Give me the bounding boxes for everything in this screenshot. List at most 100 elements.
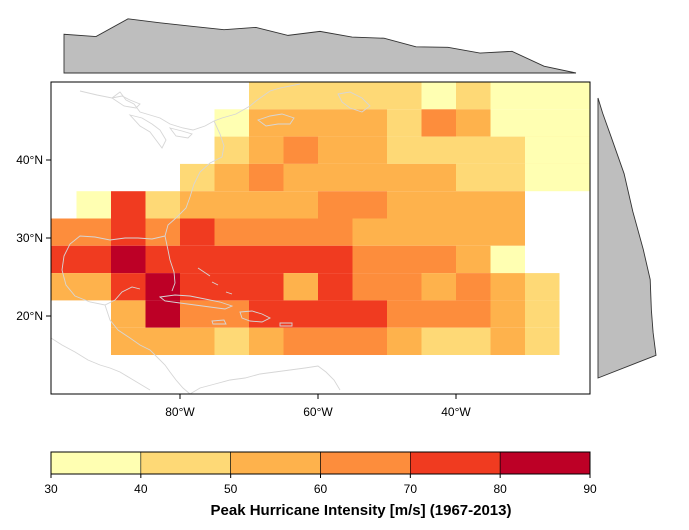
right-marginal-density — [597, 97, 657, 379]
heatmap-cell — [456, 245, 491, 274]
heatmap-cell — [525, 163, 590, 192]
heatmap-cell — [111, 218, 146, 246]
heatmap-cell — [387, 218, 422, 246]
heatmap-cells — [51, 82, 590, 355]
heatmap-cell — [490, 273, 525, 301]
colorbar-tick-label: 60 — [314, 482, 328, 496]
top-marginal-area — [63, 18, 577, 74]
colorbar-bin — [230, 451, 321, 475]
coastline-puerto-rico — [279, 322, 293, 327]
heatmap-cell — [421, 327, 456, 355]
heatmap-cell — [249, 327, 284, 355]
heatmap-cell — [180, 191, 215, 219]
colorbar-tick-label: 30 — [44, 482, 58, 496]
heatmap-cell — [456, 82, 491, 110]
heatmap-cell — [180, 327, 215, 355]
coastline-east-us — [164, 120, 225, 292]
heatmap-cell — [352, 109, 387, 137]
heatmap-cell — [421, 300, 456, 328]
heatmap-cell — [525, 273, 560, 301]
heatmap-cell — [214, 109, 249, 137]
heatmap-cell — [387, 82, 422, 110]
heatmap-cell — [387, 273, 422, 301]
colorbar-tick-label: 40 — [134, 482, 148, 496]
heatmap-cell — [456, 191, 525, 219]
heatmap-cell — [352, 218, 387, 246]
heatmap-cell — [318, 82, 353, 110]
heatmap-cell — [111, 191, 146, 219]
heatmap-cell — [180, 218, 215, 246]
heatmap-cell — [490, 82, 590, 110]
heatmap-cell — [352, 163, 387, 192]
colorbar-tick-label: 50 — [224, 482, 238, 496]
heatmap-cell — [283, 136, 318, 164]
coastline-north-america — [79, 83, 301, 131]
heatmap-cell — [145, 218, 180, 246]
colorbar-tick-label: 80 — [493, 482, 507, 496]
heatmap-cell — [421, 109, 456, 137]
heatmap-cell — [249, 82, 318, 110]
heatmap-cell — [490, 245, 525, 274]
heatmap-cell — [456, 163, 525, 192]
map-panel: 80°W 60°W 40°W 20°N 30°N 40°N — [16, 81, 591, 419]
y-axis: 20°N 30°N 40°N — [16, 153, 51, 323]
heatmap-cell — [490, 327, 525, 355]
heatmap-cell — [283, 300, 318, 328]
coastline-jamaica — [211, 319, 227, 325]
heatmap-cell — [490, 109, 590, 137]
heatmap-cell — [111, 245, 146, 274]
heatmap-cell — [283, 273, 318, 301]
heatmap-cell — [387, 109, 422, 137]
x-tick-label: 40°W — [441, 405, 471, 419]
x-axis: 80°W 60°W 40°W — [165, 394, 471, 419]
coastline-newfoundland — [337, 91, 371, 113]
heatmap-cell — [318, 300, 353, 328]
heatmap-cell — [352, 300, 387, 328]
colorbar-bin — [410, 451, 501, 475]
right-marginal-area — [597, 97, 657, 379]
coastline-cuba — [158, 294, 234, 310]
heatmap-cell — [387, 327, 422, 355]
coastline-central-america — [50, 337, 151, 391]
heatmap-cell — [76, 191, 111, 219]
colorbar-bin — [140, 451, 231, 475]
x-tick-label: 80°W — [165, 405, 195, 419]
heatmap-cell — [318, 273, 353, 301]
heatmap-cell — [283, 163, 353, 192]
heatmap-cell — [318, 136, 387, 164]
heatmap-cell — [249, 163, 284, 192]
heatmap-cell — [145, 245, 180, 274]
heatmap-cell — [111, 327, 146, 355]
heatmap-cell — [214, 327, 249, 355]
heatmap-cell — [318, 218, 353, 246]
coastline-bahamas — [197, 267, 233, 295]
heatmap-cell — [387, 300, 422, 328]
heatmap-cell — [145, 327, 180, 355]
heatmap-cell — [249, 300, 284, 328]
colorbar-tick-label: 70 — [404, 482, 418, 496]
heatmap-cell — [249, 109, 353, 137]
heatmap-cell — [214, 136, 249, 164]
heatmap-cell — [51, 245, 111, 274]
heatmap-cell — [145, 300, 180, 328]
heatmap-cell — [76, 273, 111, 301]
y-tick-label: 40°N — [16, 153, 43, 167]
heatmap-cell — [249, 136, 284, 164]
heatmap-cell — [111, 273, 146, 301]
heatmap-cell — [525, 327, 560, 355]
x-tick-label: 60°W — [303, 405, 333, 419]
heatmap-cell — [456, 300, 491, 328]
y-tick-label: 30°N — [16, 231, 43, 245]
heatmap-cell — [387, 136, 422, 164]
heatmap-cell — [387, 163, 456, 192]
heatmap-cell — [387, 191, 456, 219]
heatmap-cell — [214, 273, 249, 301]
heatmap-cell — [180, 273, 215, 301]
heatmap-cell — [214, 191, 318, 219]
colorbar-bin — [50, 451, 142, 475]
heatmap-cell — [352, 245, 387, 274]
heatmap-cell — [318, 191, 353, 219]
heatmap-cell — [352, 191, 387, 219]
colorbar-bins — [50, 451, 591, 475]
colorbar: 30 40 50 60 70 80 90 Peak Hurricane Intensity … — [44, 451, 597, 519]
